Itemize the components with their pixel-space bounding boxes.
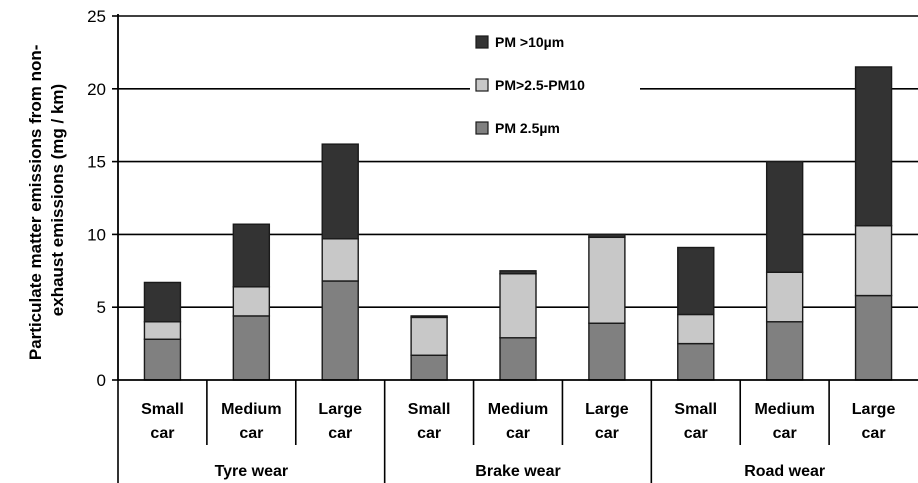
bar-segment-1 <box>765 271 804 323</box>
y-tick-label: 20 <box>87 80 106 99</box>
category-label-line-2: car <box>417 425 441 442</box>
y-tick-label: 0 <box>97 371 106 390</box>
category-labels: Small car Medium car Large car Small car Medium c… <box>141 401 895 480</box>
category-label-line-2: car <box>595 425 619 442</box>
y-tick-label: 10 <box>87 225 106 244</box>
bar-segment-2 <box>677 246 715 316</box>
category-label-line-1: Large <box>852 401 896 418</box>
group-label: Tyre wear <box>215 463 289 480</box>
category-label-line-2: car <box>506 425 530 442</box>
bar-segment-0 <box>588 322 626 381</box>
bar-segment-0 <box>765 321 804 381</box>
bar-segment-0 <box>143 338 182 381</box>
category-label-line-2: car <box>862 425 886 442</box>
y-tick-label: 15 <box>87 153 106 172</box>
bar-segment-1 <box>588 236 626 324</box>
bar-segment-0 <box>321 280 359 381</box>
bar-segment-1 <box>677 313 715 345</box>
bar-segment-1 <box>854 224 893 297</box>
category-label-line-1: Small <box>141 401 184 418</box>
category-label-line-2: car <box>150 425 174 442</box>
bars <box>143 66 893 381</box>
bar-segment-2 <box>143 281 182 323</box>
category-label-line-1: Medium <box>221 401 281 418</box>
bar-segment-2 <box>765 160 804 273</box>
bar-segment-1 <box>499 273 537 339</box>
bar-segment-0 <box>677 342 715 381</box>
axes <box>112 14 918 483</box>
bar-segment-0 <box>410 354 448 381</box>
bar-segment-1 <box>232 286 271 317</box>
category-label-line-2: car <box>684 425 708 442</box>
bar-segment-2 <box>410 315 448 319</box>
category-label-line-2: car <box>773 425 797 442</box>
legend-background <box>470 30 640 142</box>
legend-swatch <box>475 78 489 92</box>
y-tick-label: 5 <box>97 298 106 317</box>
group-label: Road wear <box>744 463 825 480</box>
bar-segment-2 <box>854 66 893 227</box>
legend-swatch <box>475 121 489 135</box>
legend: PM >10µm PM>2.5-PM10 PM 2.5µm <box>470 30 640 142</box>
category-label-line-1: Medium <box>488 401 548 418</box>
legend-swatch <box>475 35 489 49</box>
bar-segment-0 <box>499 337 537 381</box>
category-label-line-1: Large <box>318 401 362 418</box>
y-tick-labels: 0 5 10 15 20 25 <box>87 7 106 390</box>
bar-segment-2 <box>588 233 626 239</box>
y-tick-label: 25 <box>87 7 106 26</box>
group-label: Brake wear <box>475 463 560 480</box>
category-label-line-1: Small <box>408 401 451 418</box>
y-axis-label-line-1: Particulate matter emissions from non- <box>26 45 45 361</box>
bar-segment-1 <box>410 316 448 356</box>
bar-segment-2 <box>321 143 359 240</box>
bar-segment-0 <box>232 315 271 381</box>
category-label-line-2: car <box>328 425 352 442</box>
category-label-line-1: Small <box>674 401 717 418</box>
y-axis-label-line-2: exhaust emissions (mg / km) <box>48 84 67 316</box>
category-label-line-1: Medium <box>754 401 814 418</box>
bar-segment-0 <box>854 294 893 381</box>
category-label-line-2: car <box>239 425 263 442</box>
bar-segment-2 <box>232 223 271 288</box>
category-label-line-1: Large <box>585 401 629 418</box>
legend-label: PM 2.5µm <box>495 120 560 136</box>
bar-segment-2 <box>499 270 537 275</box>
bar-segment-1 <box>321 238 359 282</box>
bar-segment-1 <box>143 321 182 340</box>
legend-label: PM >10µm <box>495 34 564 50</box>
y-axis-label: Particulate matter emissions from non- e… <box>26 40 67 360</box>
legend-label: PM>2.5-PM10 <box>495 77 585 93</box>
